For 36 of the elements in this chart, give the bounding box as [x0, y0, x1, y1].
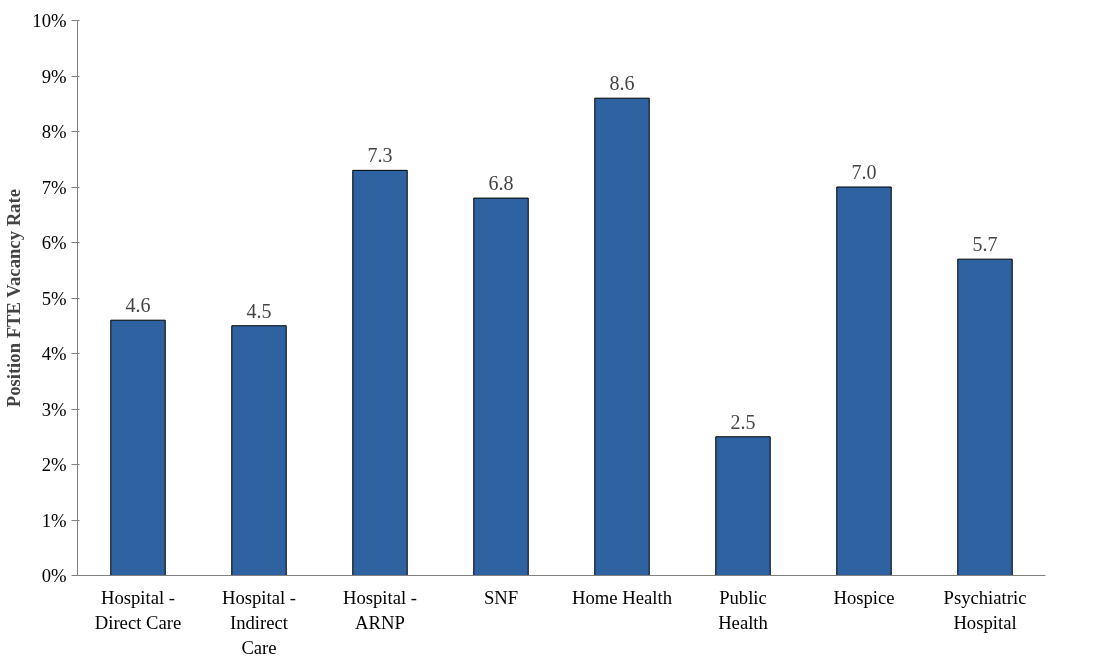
y-axis-title: Position FTE Vacancy Rate: [3, 189, 25, 408]
x-tick-label: Home Health: [572, 586, 673, 608]
data-label: 7.3: [367, 144, 393, 167]
x-tick-label: SNF: [483, 586, 519, 608]
y-tick-label: 1%: [41, 509, 67, 531]
data-label: 8.6: [609, 72, 635, 95]
y-tick-label: 6%: [41, 232, 67, 253]
x-tick-label: Hospital - Direct Care: [94, 586, 182, 633]
data-label: 7.0: [851, 161, 877, 183]
y-tick-label: 2%: [41, 454, 67, 475]
bar: [352, 169, 408, 576]
y-tick-label: 10%: [32, 10, 67, 31]
x-tick-label: Hospice: [833, 586, 895, 608]
x-tick-label: Hospital - ARNP: [342, 586, 418, 633]
x-tick-label: Hospital - Indirect Care: [221, 586, 297, 658]
data-label: 5.7: [972, 233, 998, 256]
y-tick-label: 0%: [41, 565, 67, 586]
x-tick-label: Public Health: [718, 586, 769, 633]
bar: [110, 319, 166, 576]
data-label: 4.6: [125, 294, 151, 317]
y-tick-label: 7%: [41, 176, 67, 198]
bar: [594, 97, 650, 576]
bar: [715, 436, 771, 576]
bar: [957, 258, 1013, 576]
y-tick-label: 9%: [41, 65, 67, 87]
bar: [231, 325, 287, 576]
y-tick-label: 3%: [41, 398, 67, 420]
y-tick-label: 4%: [41, 343, 67, 364]
y-tick-label: 5%: [41, 287, 67, 309]
data-label: 6.8: [488, 172, 514, 195]
y-tick-label: 8%: [41, 121, 67, 142]
data-label: 2.5: [730, 410, 756, 433]
x-tick-label: Psychiatric Hospital: [943, 586, 1027, 633]
bar: [473, 197, 529, 576]
bar: [836, 186, 892, 576]
data-label: 4.5: [246, 299, 272, 322]
